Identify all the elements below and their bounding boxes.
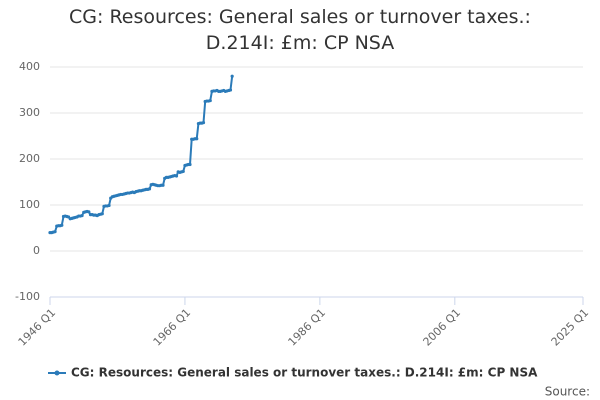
point bbox=[161, 183, 165, 187]
point bbox=[174, 174, 179, 178]
point bbox=[181, 169, 185, 174]
point bbox=[53, 230, 57, 234]
point bbox=[147, 187, 152, 191]
y-tick-label: 200 bbox=[19, 152, 40, 165]
x-tick-label: 1966 Q1 bbox=[151, 306, 194, 349]
point bbox=[228, 88, 233, 92]
line bbox=[50, 76, 234, 234]
point bbox=[87, 210, 91, 214]
x-tick-label: 1946 Q1 bbox=[16, 306, 59, 349]
y-tick-label: 100 bbox=[19, 198, 40, 211]
point bbox=[100, 212, 104, 216]
point bbox=[60, 223, 64, 227]
legend-marker bbox=[54, 370, 60, 376]
x-tick-label: 1986 Q1 bbox=[286, 306, 329, 349]
y-tick-label: -100 bbox=[15, 290, 40, 303]
y-tick-label: 0 bbox=[33, 244, 40, 257]
y-tick-label: 300 bbox=[19, 106, 40, 119]
legend-label: CG: Resources: General sales or turnover… bbox=[71, 366, 538, 380]
chart-title: CG: Resources: General sales or turnover… bbox=[69, 6, 531, 54]
point bbox=[80, 213, 84, 218]
point bbox=[208, 98, 212, 103]
point bbox=[195, 137, 199, 141]
point bbox=[188, 162, 192, 167]
source: Source: bbox=[545, 385, 590, 399]
x-tick-label: 2025 Q1 bbox=[549, 306, 592, 349]
point bbox=[230, 74, 234, 78]
point bbox=[107, 203, 111, 208]
point bbox=[201, 121, 206, 125]
y-tick-label: 400 bbox=[19, 60, 40, 73]
x-tick-label: 2006 Q1 bbox=[421, 306, 464, 349]
